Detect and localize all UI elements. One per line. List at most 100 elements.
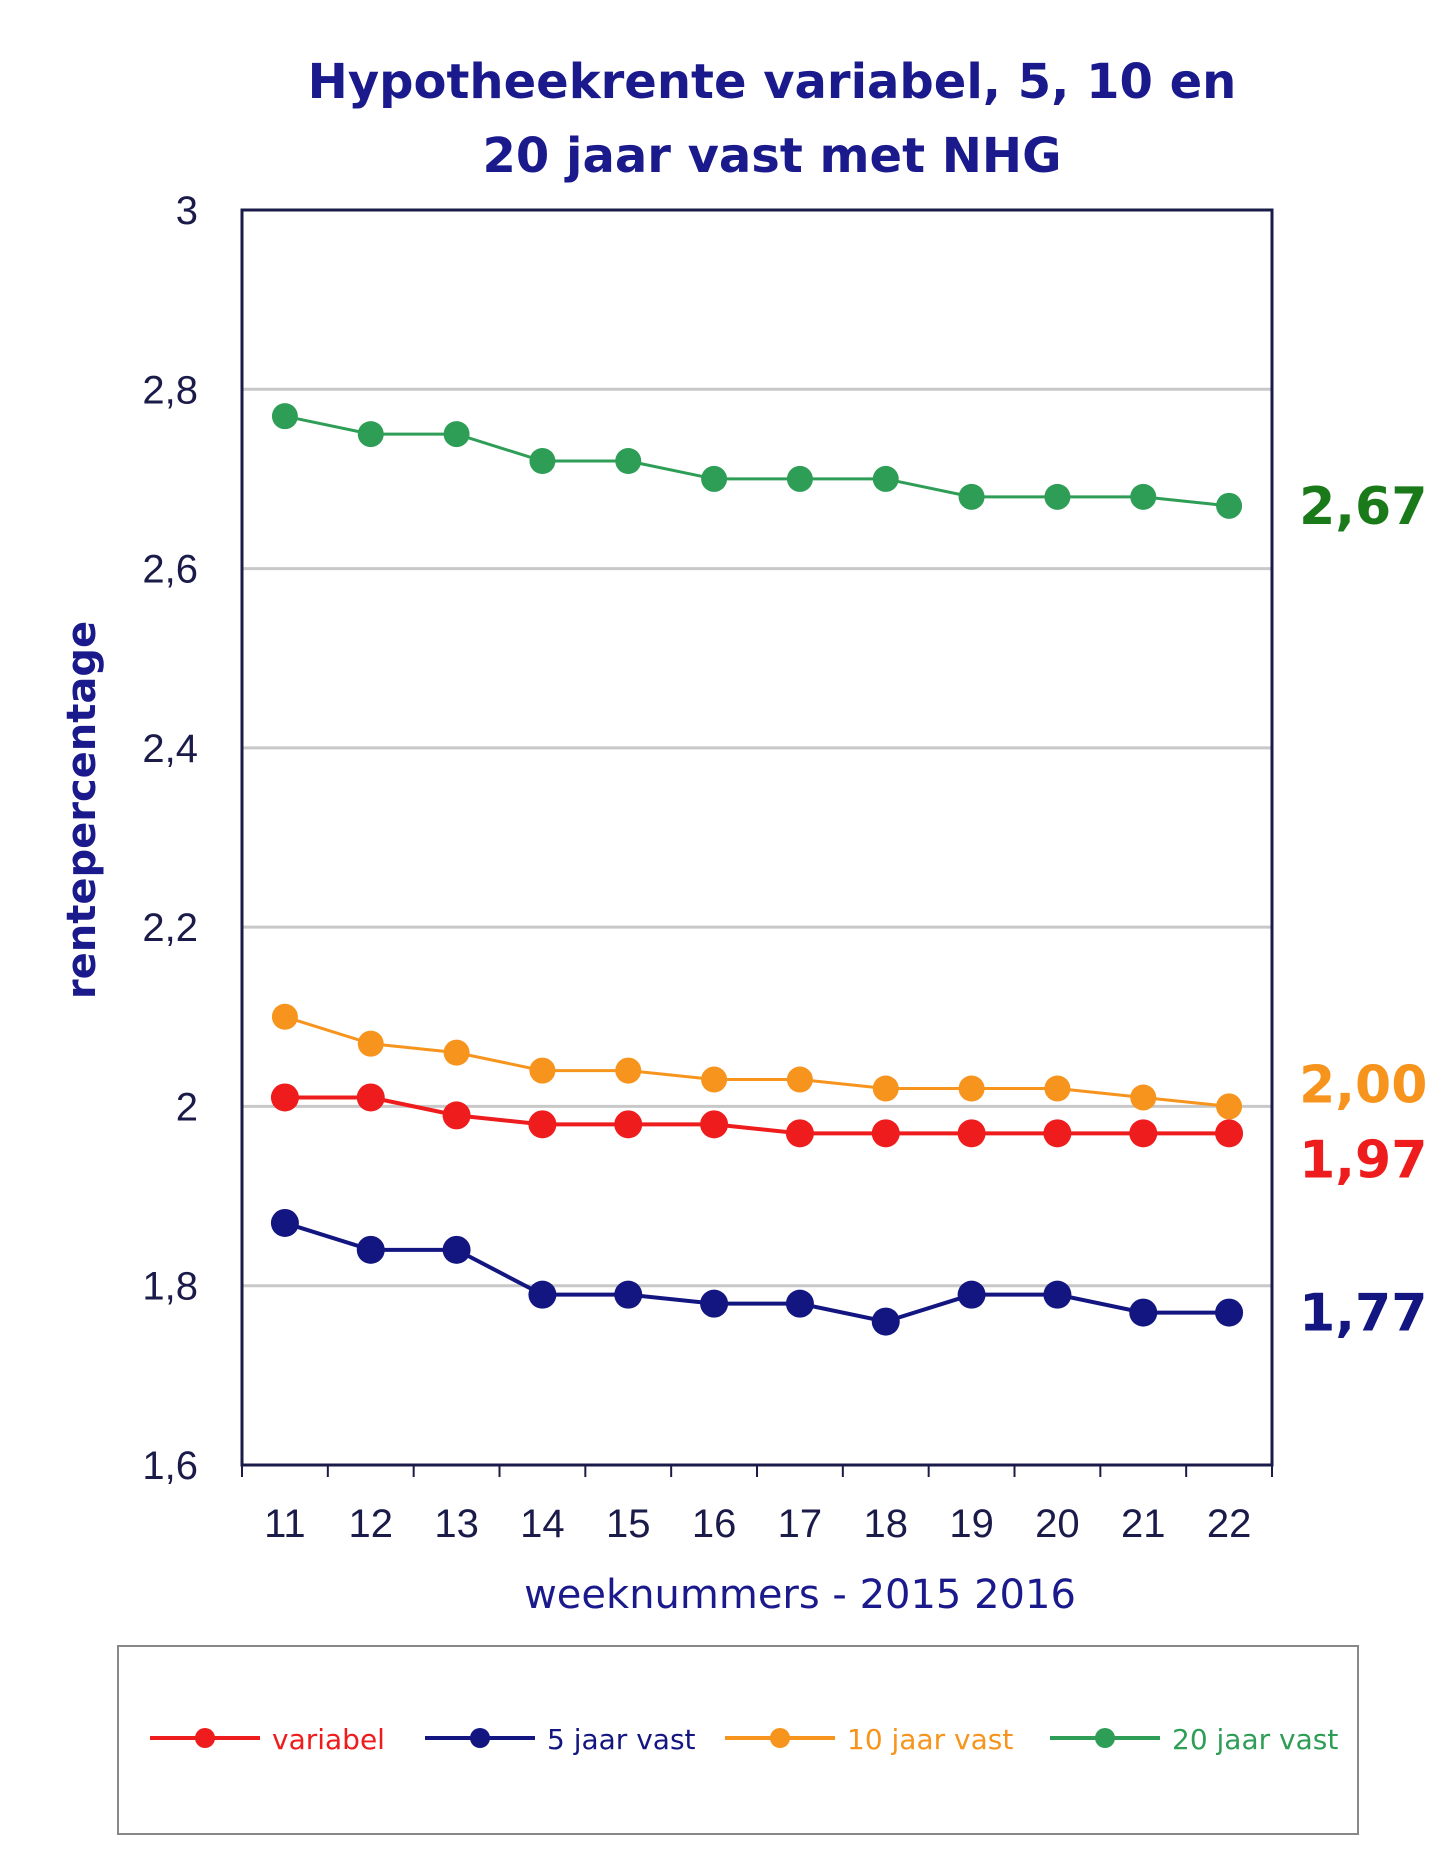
legend-label-20-jaar-vast: 20 jaar vast [1172, 1723, 1338, 1756]
x-tick-label: 15 [606, 1502, 651, 1546]
data-point-20-jaar-vast [1216, 492, 1243, 519]
end-value-label-20-jaar-vast: 2,67 [1299, 477, 1427, 537]
legend-marker-10-jaar-vast [770, 1728, 790, 1748]
legend-marker-5-jaar-vast [470, 1728, 490, 1748]
data-point-20-jaar-vast [872, 465, 899, 492]
data-point-5-jaar-vast [1129, 1298, 1158, 1327]
y-tick-label: 2 [176, 1085, 198, 1129]
legend-label-variabel: variabel [272, 1723, 385, 1756]
data-point-5-jaar-vast [957, 1280, 986, 1309]
data-point-variabel [528, 1110, 557, 1139]
data-point-variabel [356, 1083, 385, 1112]
x-tick-label: 12 [349, 1502, 394, 1546]
data-point-5-jaar-vast [700, 1289, 729, 1318]
data-point-20-jaar-vast [443, 421, 470, 448]
data-point-20-jaar-vast [958, 483, 985, 510]
series-line-20-jaar-vast [284, 414, 1230, 508]
data-point-5-jaar-vast [528, 1280, 557, 1309]
data-point-5-jaar-vast [614, 1280, 643, 1309]
y-tick-label: 2,4 [142, 727, 198, 771]
end-value-label-variabel: 1,97 [1299, 1130, 1427, 1190]
data-point-10-jaar-vast [443, 1039, 470, 1066]
data-point-10-jaar-vast [1130, 1084, 1157, 1111]
data-point-variabel [614, 1110, 643, 1139]
legend-label-10-jaar-vast: 10 jaar vast [847, 1723, 1013, 1756]
data-point-variabel [700, 1110, 729, 1139]
data-point-5-jaar-vast [871, 1307, 900, 1336]
plot-area-frame [240, 208, 1274, 1467]
data-point-10-jaar-vast [872, 1075, 899, 1102]
data-point-variabel [871, 1119, 900, 1148]
legend-marker-20-jaar-vast [1095, 1728, 1115, 1748]
x-tick-label: 16 [692, 1502, 737, 1546]
y-tick-label: 2,6 [142, 548, 198, 592]
x-tick-label: 11 [264, 1502, 306, 1546]
series-variabel [270, 1083, 1244, 1148]
data-point-variabel [1129, 1119, 1158, 1148]
data-point-5-jaar-vast [1043, 1280, 1072, 1309]
series-5-jaar-vast [270, 1208, 1244, 1336]
series-line-10-jaar-vast [284, 1015, 1230, 1108]
y-tick-label: 3 [176, 189, 198, 233]
x-tick-label: 22 [1207, 1502, 1252, 1546]
end-value-label-5-jaar-vast: 1,77 [1299, 1284, 1427, 1344]
legend-label-5-jaar-vast: 5 jaar vast [547, 1723, 696, 1756]
data-point-10-jaar-vast [786, 1066, 813, 1093]
data-point-20-jaar-vast [1044, 483, 1071, 510]
data-point-10-jaar-vast [271, 1003, 298, 1030]
y-tick-label: 1,8 [142, 1265, 198, 1309]
data-point-variabel [785, 1119, 814, 1148]
x-axis-tick-labels: 11 12 13 14 15 16 17 18 19 20 21 22 [241, 1465, 1273, 1546]
data-point-20-jaar-vast [529, 448, 556, 474]
data-point-20-jaar-vast [1130, 483, 1157, 510]
data-point-20-jaar-vast [786, 465, 813, 492]
data-point-20-jaar-vast [701, 465, 728, 492]
end-value-label-10-jaar-vast: 2,00 [1299, 1055, 1427, 1115]
data-point-20-jaar-vast [271, 403, 298, 430]
x-tick-label: 17 [778, 1502, 823, 1546]
x-tick-label: 18 [864, 1502, 909, 1546]
data-point-variabel [1043, 1119, 1072, 1148]
data-point-5-jaar-vast [1215, 1298, 1244, 1327]
data-point-10-jaar-vast [529, 1057, 556, 1084]
data-point-10-jaar-vast [1044, 1075, 1071, 1102]
series-end-labels: 1,97 1,77 2,00 2,67 [1299, 477, 1427, 1344]
data-point-10-jaar-vast [958, 1075, 985, 1102]
x-tick-label: 21 [1121, 1502, 1166, 1546]
series-10-jaar-vast [271, 1003, 1243, 1120]
data-point-variabel [1215, 1119, 1244, 1148]
legend: variabel 5 jaar vast 10 jaar vast 20 jaar v… [150, 1723, 1338, 1756]
chart-title-line-1: Hypotheekrente variabel, 5, 10 en [308, 54, 1237, 110]
data-point-5-jaar-vast [785, 1289, 814, 1318]
x-tick-label: 13 [434, 1502, 479, 1546]
x-tick-label: 19 [949, 1502, 994, 1546]
data-point-variabel [442, 1101, 471, 1130]
data-point-variabel [957, 1119, 986, 1148]
data-point-5-jaar-vast [356, 1235, 385, 1264]
series-line-variabel [284, 1095, 1230, 1136]
data-point-20-jaar-vast [357, 421, 384, 448]
data-point-10-jaar-vast [701, 1066, 728, 1093]
y-axis-label: rentepercentage [59, 621, 105, 999]
y-tick-label: 2,8 [142, 368, 198, 412]
data-point-variabel [270, 1083, 299, 1112]
x-axis-label: weeknummers - 2015 2016 [524, 1572, 1076, 1618]
data-point-10-jaar-vast [357, 1030, 384, 1057]
x-tick-label: 14 [520, 1502, 565, 1546]
x-tick-label: 20 [1035, 1502, 1080, 1546]
series-line-5-jaar-vast [284, 1221, 1230, 1324]
series-layer [270, 403, 1244, 1336]
data-point-5-jaar-vast [442, 1235, 471, 1264]
data-point-10-jaar-vast [615, 1057, 642, 1084]
series-20-jaar-vast [271, 403, 1243, 519]
legend-marker-variabel [195, 1728, 215, 1748]
y-tick-label: 1,6 [142, 1444, 198, 1488]
data-point-20-jaar-vast [615, 448, 642, 474]
data-point-5-jaar-vast [270, 1208, 299, 1237]
chart-title-line-2: 20 jaar vast met NHG [483, 128, 1062, 184]
y-tick-label: 2,2 [142, 906, 198, 950]
data-point-10-jaar-vast [1216, 1093, 1243, 1120]
y-axis-tick-labels: 1,6 1,8 2 2,2 2,4 2,6 2,8 3 [142, 189, 198, 1488]
